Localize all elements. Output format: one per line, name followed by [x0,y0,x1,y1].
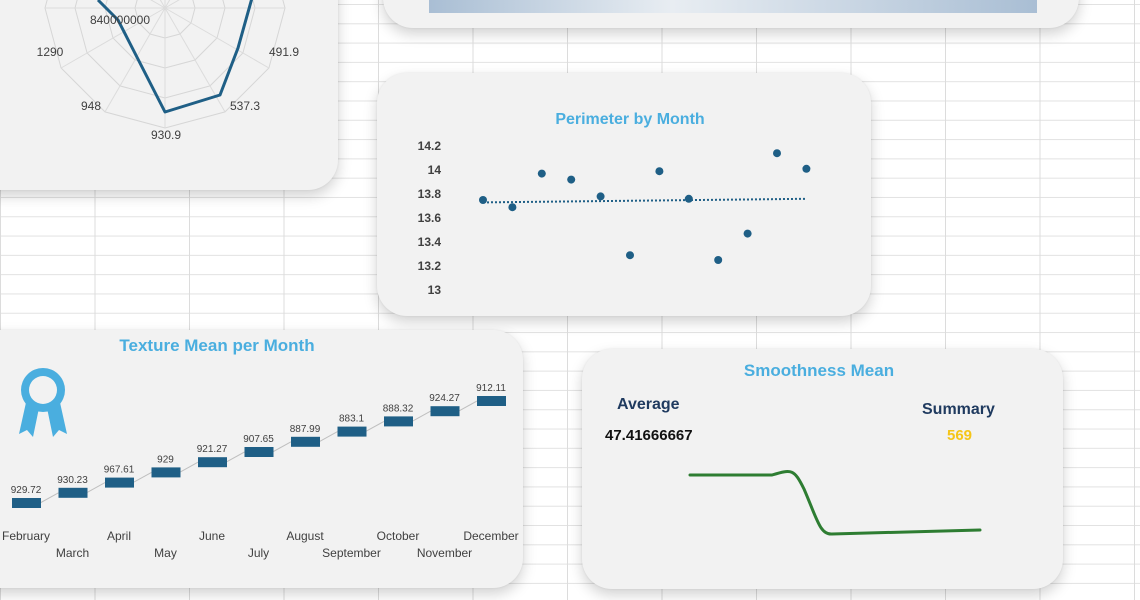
texture-marker [291,436,320,447]
y-tick-label: 14.2 [418,139,442,153]
texture-x-label: November [417,546,472,560]
radar-spoke [60,7,166,69]
y-tick-label: 13.8 [418,187,442,201]
texture-value-label: 967.61 [104,465,135,476]
radar-tick-label: 948 [81,99,101,113]
radar-chart: 840000000 491.9 537.3 930.9 948 1290 [37,0,299,142]
texture-value-label: 921.27 [197,444,228,455]
y-tick-label: 13.2 [418,259,442,273]
area-chart-fill [429,0,1037,13]
texture-x-label: May [154,546,177,560]
average-label: Average [617,396,680,413]
scatter-point [537,169,546,178]
texture-x-label: June [199,529,225,543]
texture-value-label: 907.65 [243,434,274,445]
y-tick-label: 14 [428,163,442,177]
scatter-point [567,175,576,184]
texture-chart-title: Texture Mean per Month [119,336,314,355]
texture-value-label: 929 [157,454,174,465]
texture-marker [12,498,41,508]
trendline [482,197,807,204]
texture-connector [132,471,152,484]
scatter-point [626,251,634,260]
texture-x-label: December [463,529,518,543]
texture-marker [105,477,134,488]
scatter-point [684,194,693,203]
texture-value-label: 912.11 [476,383,506,394]
texture-chart-card: Texture Mean per Month 929.72 930.23 967.6… [0,330,523,588]
radar-tick-label: 930.9 [151,128,181,142]
texture-connector [318,431,338,443]
perimeter-scatter-chart: Perimeter by Month 14.2 14 13.8 13.6 13.4 13.… [418,111,811,297]
texture-value-label: 930.23 [57,475,88,486]
texture-marker [151,467,181,478]
texture-x-label: July [248,546,269,560]
texture-x-label: October [377,529,420,543]
texture-value-label: 887.99 [290,424,321,435]
texture-x-label: February [2,529,50,543]
texture-x-label: August [286,529,324,543]
texture-connector [365,420,385,433]
radar-spoke [104,7,166,113]
texture-x-label: April [107,529,131,543]
y-tick-label: 13.4 [418,235,442,249]
texture-x-label: March [56,546,89,560]
scatter-point [479,196,487,204]
scatter-point [714,256,723,264]
y-tick-label: 13.6 [418,211,442,225]
texture-connector [86,482,106,494]
texture-value-label: 883.1 [339,414,364,425]
smoothness-card: Smoothness Mean Average 47.41666667 Summ… [582,349,1063,589]
texture-value-label: 888.32 [383,403,414,414]
scatter-point [802,164,811,173]
scatter-point [596,192,605,201]
y-tick-label: 13 [428,283,442,297]
texture-connector [458,400,478,412]
scatter-point [508,203,517,212]
radar-series-line [96,0,253,114]
smoothness-title: Smoothness Mean [744,361,894,380]
perimeter-chart-card: Perimeter by Month 14.2 14 13.8 13.6 13.4 13.… [377,73,871,316]
radar-tick-label: 537.3 [230,99,260,113]
summary-value: 569 [947,427,973,444]
radar-chart-card: 840000000 491.9 537.3 930.9 948 1290 [0,0,338,190]
radar-spoke [164,7,270,69]
average-value: 47.41666667 [605,427,693,444]
texture-connector [39,492,59,504]
radar-spoke [164,7,226,113]
area-chart-card [383,0,1079,28]
texture-marker [244,447,274,457]
radar-tick-label: 491.9 [269,45,299,59]
texture-connector [411,410,431,422]
texture-marker [430,406,460,417]
summary-label: Summary [922,401,995,418]
texture-marker [477,396,506,406]
scatter-point [655,167,664,176]
texture-value-label: 929.72 [11,485,42,496]
texture-marker [198,457,227,468]
texture-marker [337,426,367,437]
radar-tick-label: 840000000 [90,13,150,27]
texture-line-chart: Texture Mean per Month 929.72 930.23 967.6… [2,336,519,560]
scatter-point [743,229,752,238]
texture-marker [58,487,88,498]
texture-connector [179,461,199,473]
texture-x-label: September [322,546,381,560]
award-ribbon-icon [19,368,67,437]
smoothness-line [688,470,982,536]
texture-connector [272,441,292,453]
radar-tick-label: 1290 [37,45,64,59]
perimeter-chart-title: Perimeter by Month [555,111,704,128]
texture-connector [225,451,245,463]
smoothness-line-chart: Smoothness Mean [688,361,982,536]
texture-marker [384,416,413,427]
scatter-point [773,149,781,158]
texture-value-label: 924.27 [429,393,460,404]
